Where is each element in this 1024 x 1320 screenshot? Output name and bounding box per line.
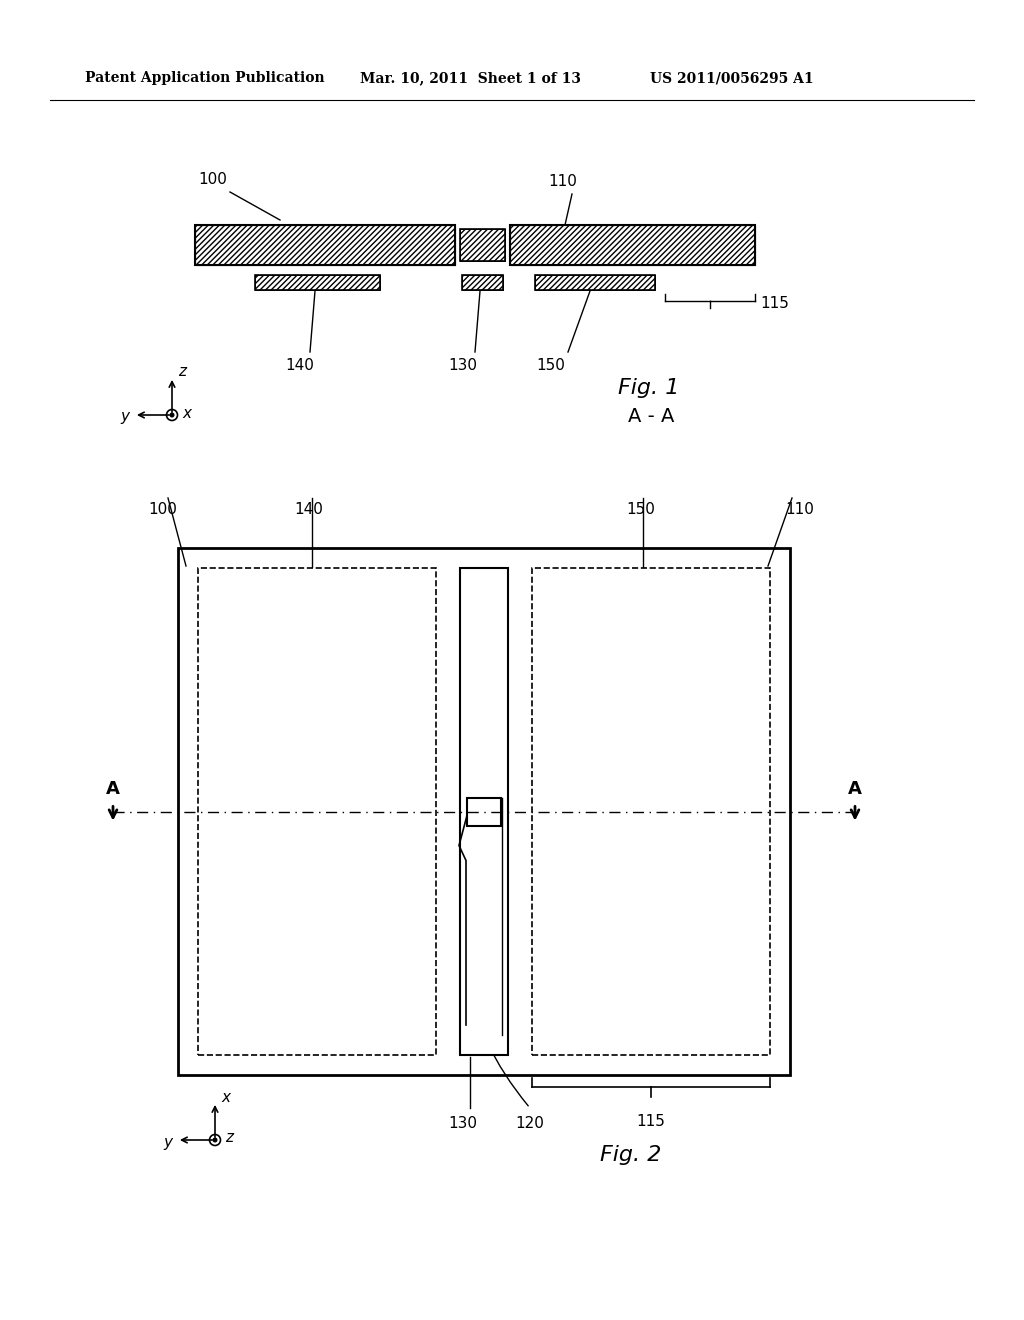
Bar <box>195 224 455 265</box>
Text: A: A <box>106 780 120 799</box>
Bar <box>178 548 790 1074</box>
Text: 140: 140 <box>295 503 324 517</box>
Bar <box>460 228 505 261</box>
Text: z: z <box>225 1130 233 1146</box>
Text: 115: 115 <box>760 297 788 312</box>
Bar <box>510 224 755 265</box>
Text: 120: 120 <box>515 1115 545 1130</box>
Bar <box>195 224 455 265</box>
Text: Fig. 2: Fig. 2 <box>600 1144 662 1166</box>
Bar <box>198 568 436 1055</box>
Bar <box>535 275 655 290</box>
Text: x: x <box>182 405 191 421</box>
Text: 130: 130 <box>449 1115 477 1130</box>
Text: 140: 140 <box>286 358 314 372</box>
Text: x: x <box>221 1089 230 1105</box>
Text: y: y <box>163 1134 172 1150</box>
Text: Mar. 10, 2011  Sheet 1 of 13: Mar. 10, 2011 Sheet 1 of 13 <box>360 71 581 84</box>
Bar <box>535 275 655 290</box>
Text: 100: 100 <box>148 503 177 517</box>
Bar <box>510 224 755 265</box>
Bar <box>532 568 770 1055</box>
Bar <box>460 228 505 261</box>
Text: 130: 130 <box>449 358 477 372</box>
Bar <box>467 797 501 825</box>
Text: Patent Application Publication: Patent Application Publication <box>85 71 325 84</box>
Circle shape <box>213 1138 217 1142</box>
Text: 110: 110 <box>785 503 814 517</box>
Bar <box>255 275 380 290</box>
Bar <box>462 275 503 290</box>
Text: 150: 150 <box>537 358 565 372</box>
Text: z: z <box>178 364 186 380</box>
Text: Fig. 1: Fig. 1 <box>618 378 679 399</box>
Text: 115: 115 <box>637 1114 666 1129</box>
Text: 150: 150 <box>627 503 655 517</box>
Text: A - A: A - A <box>628 407 675 425</box>
Text: US 2011/0056295 A1: US 2011/0056295 A1 <box>650 71 814 84</box>
Text: y: y <box>120 409 129 425</box>
Bar <box>460 568 508 1055</box>
Circle shape <box>170 413 174 417</box>
Bar <box>255 275 380 290</box>
Text: 100: 100 <box>198 173 227 187</box>
Text: 110: 110 <box>548 174 577 190</box>
Bar <box>462 275 503 290</box>
Text: A: A <box>848 780 862 799</box>
